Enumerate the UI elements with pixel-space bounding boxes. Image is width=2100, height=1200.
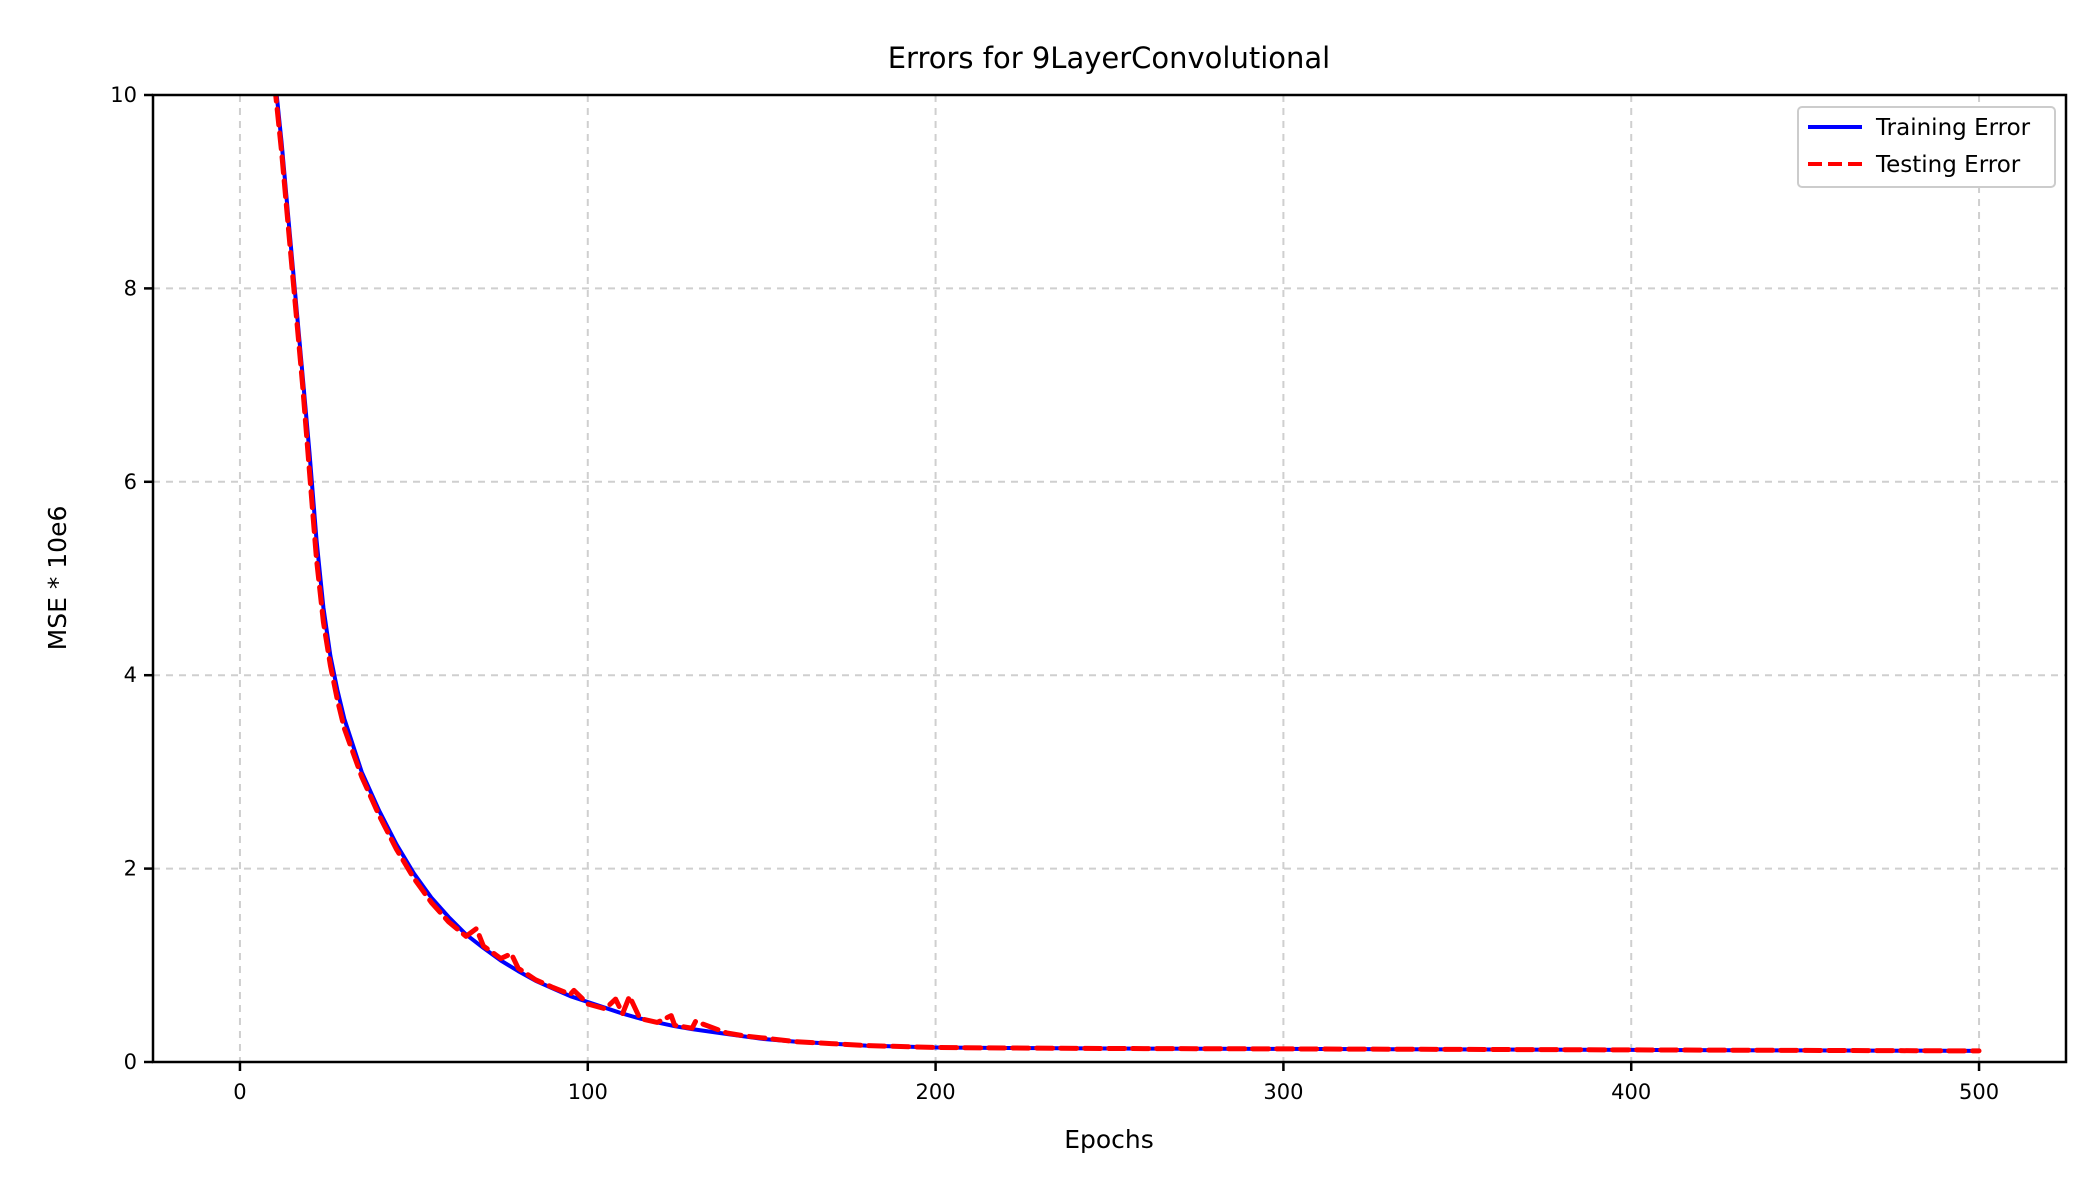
legend: Training Error Testing Error: [1797, 106, 2056, 188]
x-tick-label-3: 300: [1263, 1080, 1303, 1104]
grid-lines: [153, 95, 2066, 1062]
y-tick-label-1: 2: [124, 857, 137, 881]
legend-label-testing: Testing Error: [1875, 152, 2021, 178]
x-tick-label-2: 200: [916, 1080, 956, 1104]
axis-ticks: 0 100 200 300 400 500 0 2 4 6 8 10: [110, 83, 1999, 1104]
axes-frame: [151, 93, 2068, 1064]
legend-box: [1797, 106, 2056, 188]
series-line-testing-error: [273, 95, 1982, 1054]
x-tick-label-4: 400: [1611, 1080, 1651, 1104]
y-tick-label-3: 6: [124, 470, 137, 494]
y-tick-label-4: 8: [124, 276, 137, 300]
legend-label-training: Training Error: [1875, 115, 2031, 141]
y-tick-label-5: 10: [110, 83, 137, 107]
y-axis-label: MSE * 10e6: [43, 506, 72, 651]
x-tick-label-5: 500: [1959, 1080, 1999, 1104]
series-line-training-error: [274, 95, 1981, 1053]
x-axis-label: Epochs: [1064, 1125, 1154, 1154]
y-tick-label-2: 4: [124, 663, 137, 687]
plot-series: [273, 95, 1982, 1054]
y-tick-label-0: 0: [124, 1050, 137, 1074]
x-tick-label-0: 0: [233, 1080, 246, 1104]
x-tick-label-1: 100: [568, 1080, 608, 1104]
chart-title: Errors for 9LayerConvolutional: [888, 41, 1331, 75]
